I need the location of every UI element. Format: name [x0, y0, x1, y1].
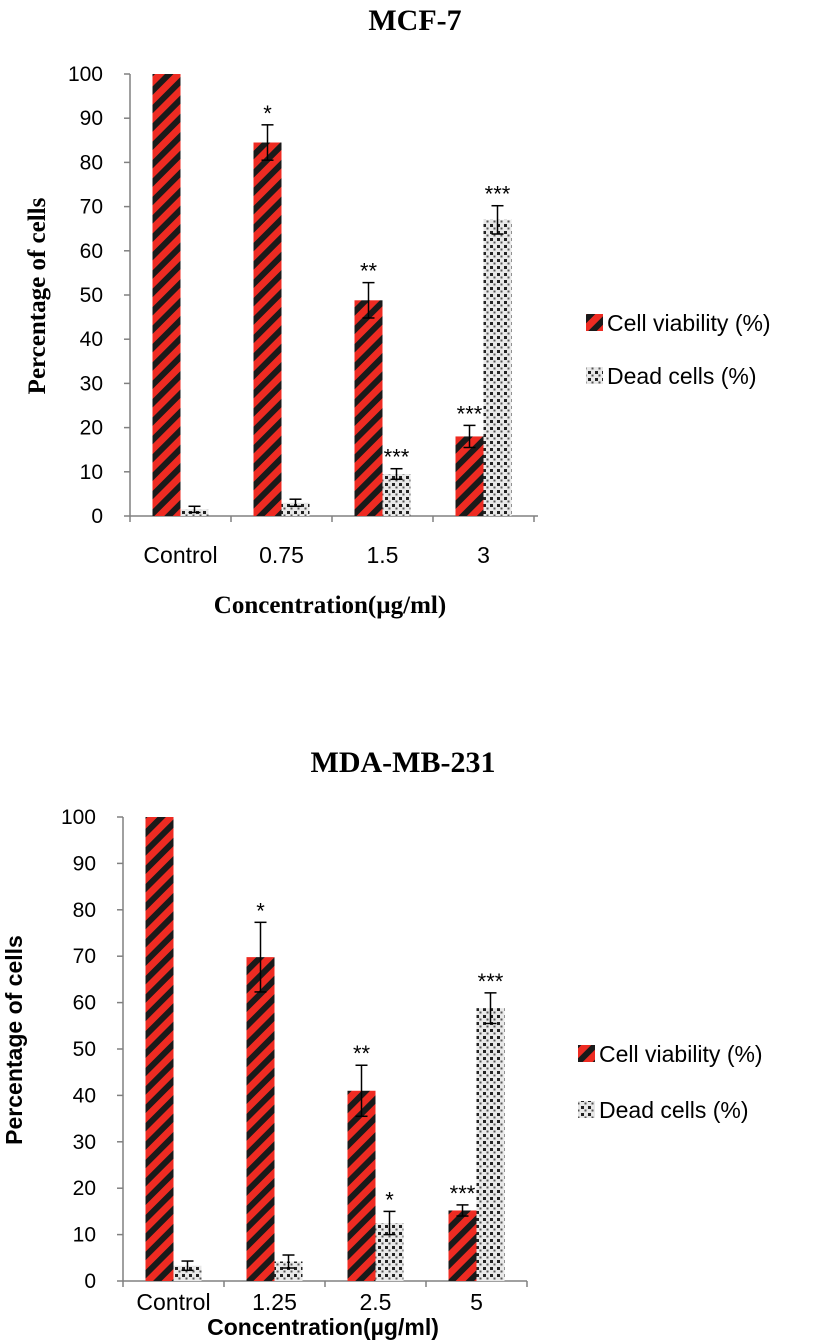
y-tick-label: 20	[73, 1177, 96, 1200]
significance-marker: ***	[384, 445, 410, 470]
bar-dead-cells	[281, 502, 310, 516]
bar-dead-cells	[274, 1261, 303, 1281]
y-tick-label: 10	[73, 1224, 96, 1247]
bar-dead-cells	[382, 474, 411, 516]
bar-cell-viability	[152, 74, 181, 516]
x-category-label: 5	[470, 1289, 483, 1315]
y-axis-label: Percentage of cells	[1, 935, 27, 1145]
significance-marker: ***	[457, 401, 483, 426]
bar-dead-cells	[476, 1008, 505, 1281]
x-category-label: Control	[143, 542, 217, 568]
significance-marker: *	[256, 898, 265, 923]
significance-marker: ***	[450, 1181, 476, 1206]
bar-dead-cells	[483, 219, 512, 517]
bar-cell-viability	[145, 817, 174, 1281]
bar-cell-viability	[253, 142, 282, 516]
y-tick-label: 90	[80, 107, 103, 130]
significance-marker: *	[385, 1187, 394, 1212]
y-tick-label: 60	[80, 240, 103, 263]
significance-marker: ***	[478, 969, 504, 994]
bar-dead-cells	[173, 1265, 202, 1281]
y-tick-label: 0	[91, 505, 103, 528]
bar-cell-viability	[354, 300, 383, 516]
y-tick-label: 50	[80, 284, 103, 307]
legend-label-dead-cells: Dead cells (%)	[599, 1097, 749, 1123]
legend-swatch-dead-cells	[578, 1101, 595, 1118]
y-tick-label: 40	[73, 1084, 96, 1107]
x-category-label: 0.75	[259, 542, 304, 568]
y-tick-label: 70	[73, 945, 96, 968]
x-category-label: 2.5	[360, 1289, 392, 1315]
bar-cell-viability	[246, 957, 275, 1281]
chart-mcf7: MCF-7 Percentage of cells Concentration(…	[24, 4, 771, 619]
legend-swatch-dead-cells	[586, 367, 603, 384]
y-tick-label: 80	[73, 899, 96, 922]
y-tick-label: 80	[80, 151, 103, 174]
y-tick-label: 60	[73, 992, 96, 1015]
bar-cell-viability	[448, 1210, 477, 1281]
x-axis-label: Concentration(µg/ml)	[207, 1314, 439, 1340]
y-tick-label: 30	[80, 372, 103, 395]
chart-title: MCF-7	[368, 4, 461, 37]
x-category-label: 1.5	[367, 542, 399, 568]
y-tick-label: 10	[80, 461, 103, 484]
y-axis-label: Percentage of cells	[24, 197, 51, 394]
chart-mda-mb-231: MDA-MB-231 Percentage of cells Concentra…	[1, 746, 763, 1340]
significance-marker: ***	[485, 182, 511, 207]
y-tick-label: 30	[73, 1131, 96, 1154]
y-tick-label: 70	[80, 196, 103, 219]
legend-label-dead-cells: Dead cells (%)	[607, 363, 757, 389]
legend-swatch-cell-viability	[586, 314, 603, 331]
y-tick-label: 20	[80, 417, 103, 440]
y-tick-label: 40	[80, 328, 103, 351]
legend-label-cell-viability: Cell viability (%)	[599, 1041, 763, 1067]
y-tick-label: 100	[68, 63, 103, 86]
x-category-label: 1.25	[252, 1289, 297, 1315]
x-category-label: 3	[477, 542, 490, 568]
chart-title: MDA-MB-231	[311, 746, 496, 779]
y-tick-label: 0	[84, 1270, 96, 1293]
significance-marker: **	[360, 259, 378, 284]
legend-label-cell-viability: Cell viability (%)	[607, 310, 771, 336]
y-tick-label: 100	[61, 806, 96, 829]
y-tick-label: 90	[73, 852, 96, 875]
y-tick-label: 50	[73, 1038, 96, 1061]
legend-swatch-cell-viability	[578, 1045, 595, 1062]
bar-cell-viability	[347, 1090, 376, 1281]
significance-marker: **	[353, 1041, 371, 1066]
bar-cell-viability	[455, 436, 484, 516]
x-axis-label: Concentration(µg/ml)	[214, 592, 446, 619]
significance-marker: *	[263, 101, 272, 126]
x-category-label: Control	[136, 1289, 210, 1315]
